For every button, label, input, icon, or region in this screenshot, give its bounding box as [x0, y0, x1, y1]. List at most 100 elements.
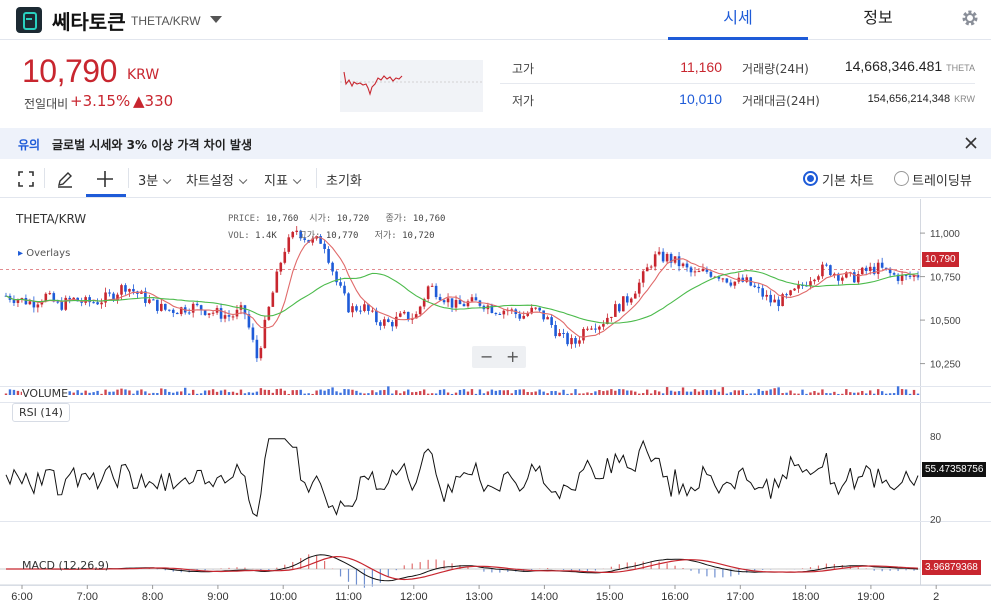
- basic-chart-label[interactable]: 기본 차트: [822, 174, 874, 189]
- candle-body: [829, 265, 832, 276]
- fullscreen-icon[interactable]: [16, 169, 36, 189]
- low-price-row: 저가 10,010: [500, 84, 740, 116]
- tab-price[interactable]: 시세: [668, 0, 808, 40]
- crosshair-icon[interactable]: [95, 169, 115, 189]
- volume-bar: [375, 392, 378, 395]
- volume-bar: [411, 392, 414, 395]
- candle-body: [195, 303, 199, 306]
- volume-bar: [20, 391, 24, 395]
- candle-body: [327, 248, 330, 263]
- theta-logo-icon: [16, 7, 42, 33]
- candle-body: [729, 282, 733, 286]
- candle-body: [868, 266, 872, 271]
- volume-bar: [450, 393, 454, 395]
- volume-bar: [689, 391, 693, 395]
- candle-body: [645, 267, 649, 272]
- candle-body: [12, 299, 16, 303]
- macd-histogram-bar: [801, 568, 804, 569]
- rsi-pane-label[interactable]: RSI (14): [12, 403, 70, 422]
- macd-histogram-bar: [300, 557, 302, 569]
- volume-bar: [506, 390, 509, 395]
- zoom-control[interactable]: − +: [472, 346, 526, 368]
- volume-bar: [219, 390, 223, 395]
- macd-histogram-bar: [363, 569, 366, 588]
- candle-body: [207, 313, 211, 315]
- candle-body: [76, 297, 79, 302]
- candle-body: [379, 322, 382, 326]
- volume-bar: [454, 392, 458, 395]
- candle-body: [291, 231, 295, 238]
- candle-body: [669, 253, 673, 263]
- candle-body: [602, 324, 605, 327]
- volume-bar: [634, 391, 637, 395]
- tab-info[interactable]: 정보: [863, 8, 893, 27]
- macd-histogram-bar: [762, 569, 764, 570]
- macd-histogram-bar: [220, 568, 222, 569]
- macd-histogram-bar: [578, 569, 581, 572]
- candle-body: [191, 303, 195, 313]
- macd-histogram-bar: [547, 568, 549, 569]
- candle-body: [474, 297, 478, 301]
- candle-body: [598, 326, 601, 330]
- pencil-icon[interactable]: [55, 169, 75, 189]
- macd-histogram-bar: [435, 559, 437, 569]
- candle-body: [876, 262, 880, 274]
- gear-icon[interactable]: [960, 8, 980, 28]
- volume-bar: [303, 393, 306, 395]
- macd-histogram-bar: [204, 569, 206, 571]
- tradingview-label[interactable]: 트레이딩뷰: [912, 174, 972, 189]
- volume-bar: [395, 390, 398, 395]
- coin-pair[interactable]: THETA/KRW: [131, 14, 201, 28]
- volume-bar: [199, 393, 203, 395]
- volume-bar: [399, 393, 402, 395]
- macd-histogram-bar: [714, 569, 716, 578]
- zoom-out-button[interactable]: −: [480, 347, 494, 366]
- volume-bar: [542, 391, 545, 395]
- pair-dropdown-icon[interactable]: [210, 16, 222, 23]
- chart-settings-menu[interactable]: 차트설정: [186, 170, 248, 189]
- volume-bar: [857, 392, 860, 395]
- candle-body: [100, 302, 103, 305]
- candle-body: [466, 301, 470, 307]
- candle-body: [841, 277, 844, 281]
- coin-header: 쎄타토큰 THETA/KRW 시세 정보: [0, 0, 991, 40]
- candle-body: [741, 277, 745, 282]
- candle-body: [132, 288, 135, 292]
- candle-body: [199, 305, 203, 311]
- volume-bar: [76, 390, 79, 395]
- candle-body: [721, 278, 725, 280]
- volume-bar: [809, 392, 812, 395]
- macd-histogram-bar: [809, 567, 812, 569]
- reset-button[interactable]: 초기화: [326, 174, 362, 189]
- candle-body: [769, 294, 772, 303]
- candle-body: [339, 282, 342, 286]
- candle-body: [211, 312, 215, 314]
- volume-bar: [518, 389, 521, 395]
- high-price-row: 고가 11,160: [500, 52, 740, 84]
- indicators-menu[interactable]: 지표: [264, 170, 302, 189]
- overlays-toggle[interactable]: ▸ Overlays: [18, 248, 71, 259]
- volume-bar: [805, 393, 808, 395]
- interval-select[interactable]: 3분: [138, 170, 172, 189]
- volume-bar: [462, 389, 466, 395]
- candle-body: [32, 301, 36, 308]
- volume-bar: [466, 391, 470, 395]
- candle-body: [494, 312, 498, 314]
- volume-bar: [729, 392, 733, 395]
- tradingview-radio[interactable]: [894, 171, 909, 186]
- volume-bar: [693, 389, 697, 395]
- macd-histogram-bar: [873, 569, 875, 571]
- candle-body: [92, 302, 95, 304]
- candle-body: [618, 304, 621, 312]
- macd-histogram-bar: [467, 566, 469, 569]
- zoom-in-button[interactable]: +: [506, 347, 520, 366]
- chart-canvas[interactable]: 11,000 10,750 10,500 10,250 80 20 6:00 7:00 8:00…: [0, 199, 991, 616]
- volume-bar: [347, 389, 350, 395]
- price-chart[interactable]: 11,000 10,750 10,500 10,250 80 20 6:00 7:00 8:00…: [0, 199, 991, 616]
- amount-value: 154,656,214,348 KRW: [867, 93, 975, 105]
- close-icon[interactable]: [963, 135, 979, 151]
- candle-body: [219, 308, 223, 319]
- candle-body: [825, 264, 828, 266]
- price-axis-label: 10,250: [930, 360, 961, 371]
- basic-chart-radio[interactable]: [803, 171, 818, 186]
